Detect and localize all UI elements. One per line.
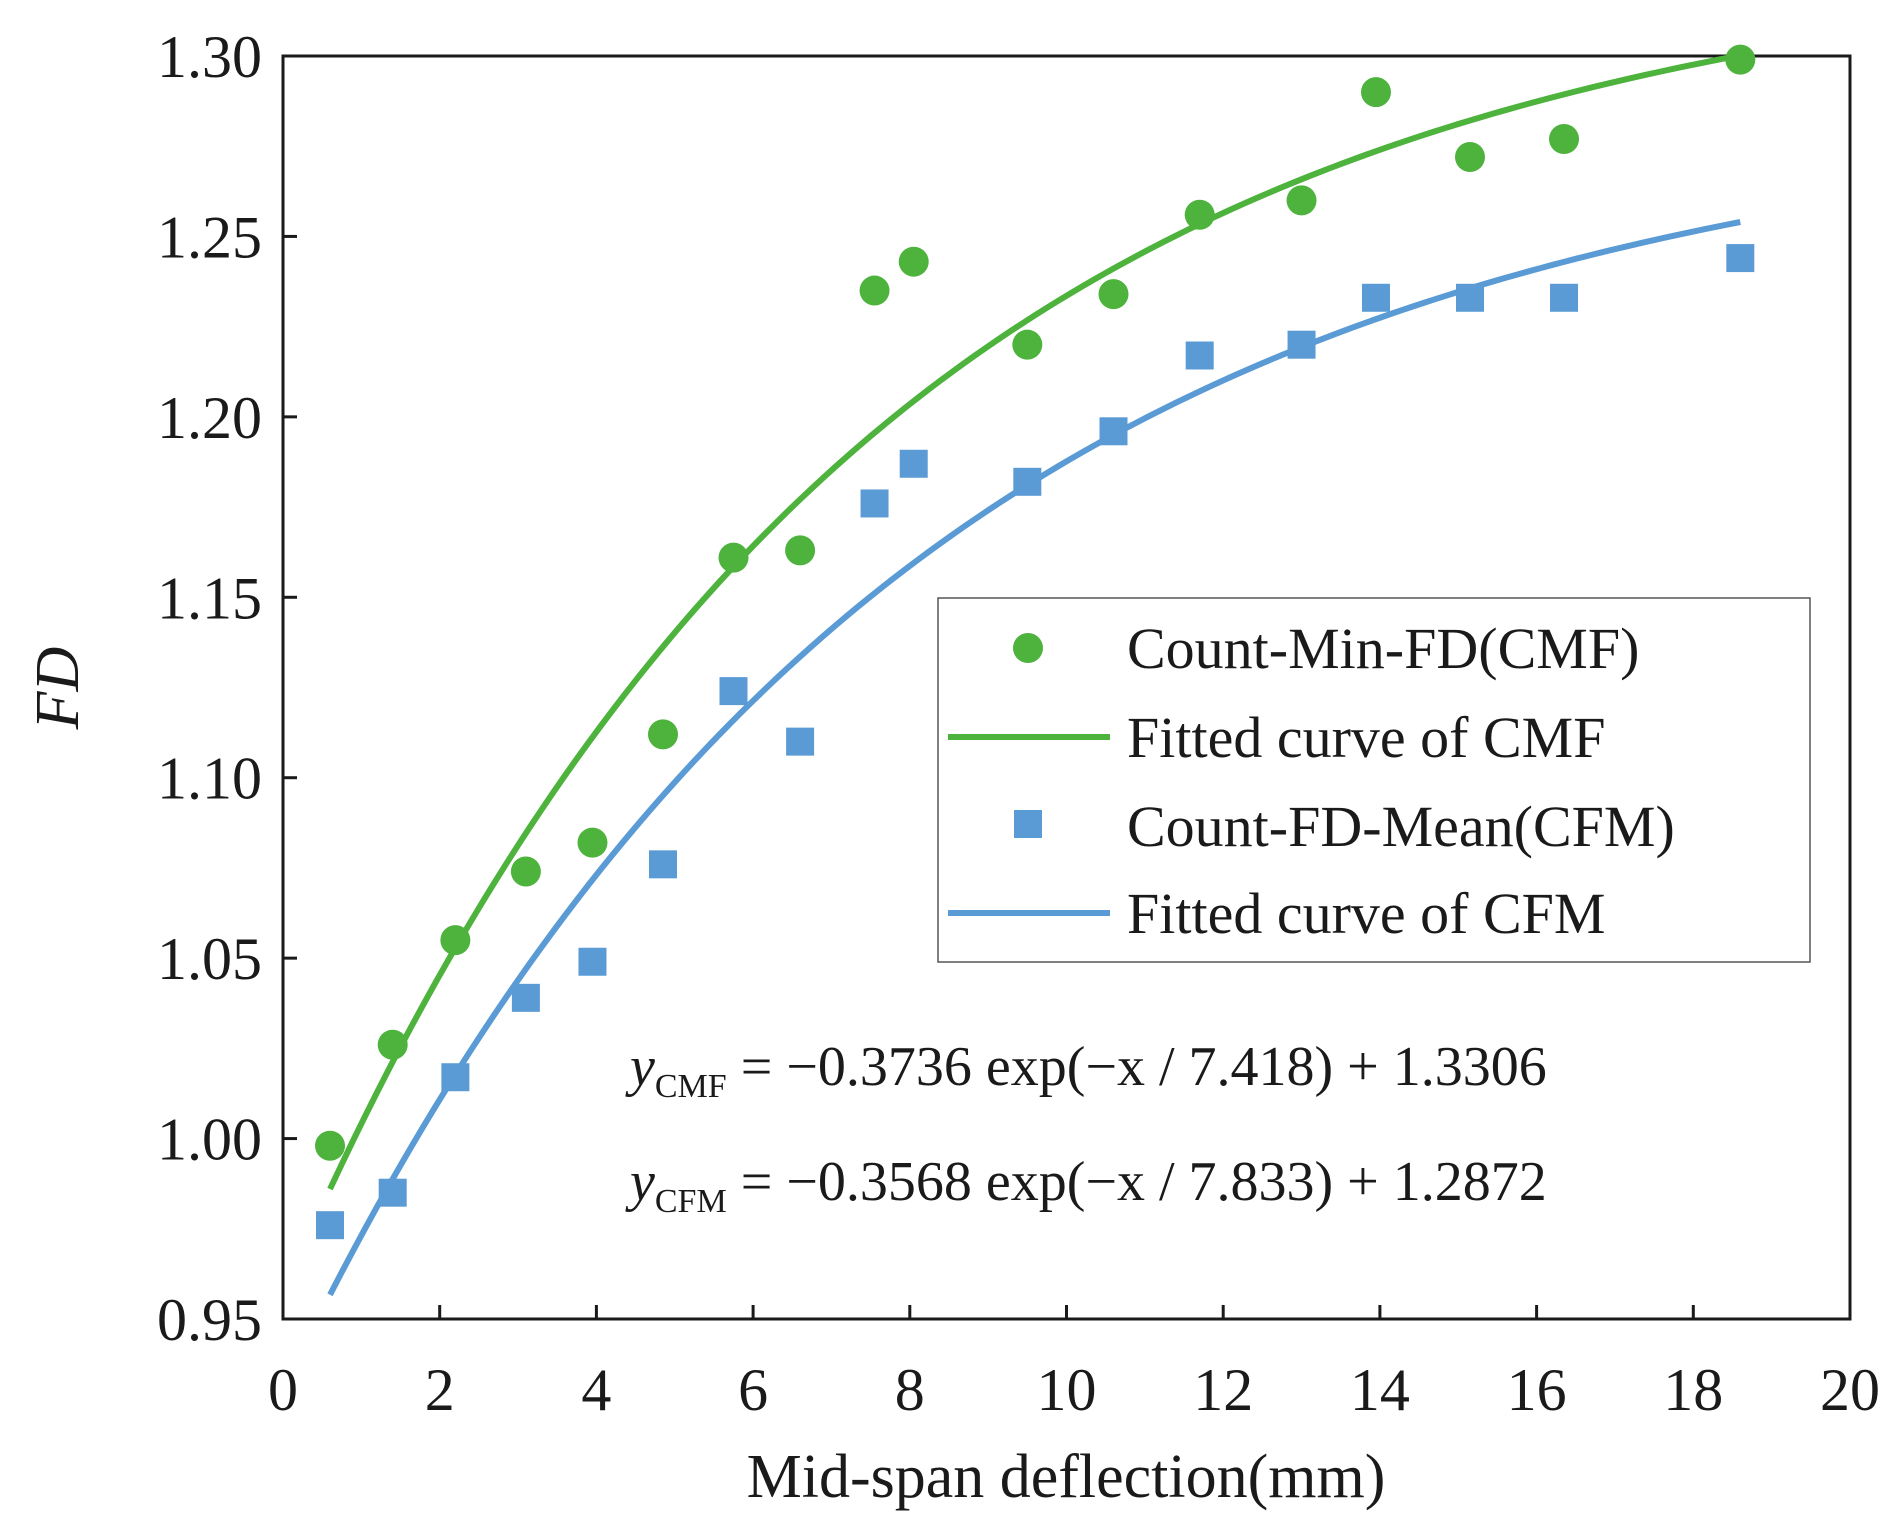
x-tick-label: 20	[1820, 1357, 1880, 1423]
legend-label-cmf-fit: Fitted curve of CMF	[1127, 705, 1605, 770]
point-cfm	[899, 449, 928, 478]
y-tick-label: 1.05	[157, 926, 262, 992]
x-tick-label: 0	[268, 1357, 298, 1423]
point-cmf	[1098, 279, 1129, 310]
legend-marker-cmf	[1013, 633, 1043, 663]
y-tick-label: 1.00	[157, 1107, 262, 1173]
legend-box	[937, 597, 1811, 963]
point-cfm	[1361, 283, 1390, 312]
point-cmf	[1725, 44, 1756, 75]
x-tick-label: 14	[1350, 1357, 1410, 1423]
point-cfm	[511, 983, 540, 1012]
legend: Count-Min-FD(CMF) Fitted curve of CMF Co…	[937, 597, 1811, 963]
point-cfm	[1287, 330, 1316, 359]
point-cmf	[440, 925, 471, 956]
equation-cfm: yCFM = −0.3568 exp(−x / 7.833) + 1.2872	[625, 1151, 1547, 1220]
equation-cmf: yCMF = −0.3736 exp(−x / 7.418) + 1.3306	[625, 1036, 1547, 1105]
point-cmf	[1455, 142, 1486, 173]
point-cmf	[647, 719, 678, 750]
legend-label-cfm: Count-FD-Mean(CFM)	[1127, 794, 1675, 859]
y-axis: 0.95 1.00 1.05 1.10 1.15 1.20 1.25 1.30	[157, 24, 297, 1353]
point-cmf	[785, 535, 816, 566]
legend-label-cmf: Count-Min-FD(CMF)	[1127, 616, 1639, 681]
point-cfm	[1726, 244, 1755, 273]
point-cfm	[378, 1178, 407, 1207]
x-tick-label: 6	[738, 1357, 768, 1423]
data-points	[315, 44, 1756, 1240]
legend-marker-cfm	[1014, 810, 1042, 838]
x-tick-label: 18	[1663, 1357, 1723, 1423]
x-axis-title: Mid-span deflection(mm)	[747, 1443, 1386, 1511]
point-cfm	[1185, 341, 1214, 370]
point-cmf	[718, 542, 749, 573]
x-tick-label: 4	[581, 1357, 611, 1423]
x-tick-label: 8	[895, 1357, 925, 1423]
point-cmf	[577, 827, 608, 858]
legend-label-cfm-fit: Fitted curve of CFM	[1127, 881, 1605, 946]
x-tick-label: 12	[1193, 1357, 1253, 1423]
point-cfm	[860, 489, 889, 518]
fitted-curve-cmf	[327, 52, 1741, 1191]
point-cfm	[316, 1211, 345, 1240]
point-cmf	[315, 1130, 346, 1161]
point-cmf	[1012, 329, 1043, 360]
y-axis-title: FD	[24, 647, 92, 731]
point-cfm	[1099, 417, 1128, 446]
point-cfm	[1550, 283, 1579, 312]
y-tick-label: 1.30	[157, 24, 262, 90]
x-tick-label: 16	[1507, 1357, 1567, 1423]
y-tick-label: 0.95	[157, 1287, 262, 1353]
y-tick-label: 1.20	[157, 385, 262, 451]
point-cfm	[578, 947, 607, 976]
point-cmf	[377, 1029, 408, 1060]
point-cfm	[719, 677, 748, 706]
x-axis: 0 2 4 6 8 10 12 14 16 18 20	[268, 1305, 1880, 1423]
point-cmf	[510, 856, 541, 887]
point-cfm	[648, 850, 677, 879]
x-tick-label: 10	[1037, 1357, 1097, 1423]
point-cmf	[898, 246, 929, 277]
point-cmf	[1360, 77, 1391, 108]
point-cmf	[1549, 123, 1580, 154]
point-cmf	[1286, 185, 1317, 216]
point-cfm	[1013, 467, 1042, 496]
y-tick-label: 1.15	[157, 565, 262, 631]
y-tick-label: 1.10	[157, 746, 262, 812]
x-tick-label: 2	[425, 1357, 455, 1423]
point-cmf	[859, 275, 890, 306]
point-cfm	[441, 1063, 470, 1092]
point-cfm	[786, 727, 815, 756]
point-cfm	[1456, 283, 1485, 312]
y-tick-label: 1.25	[157, 204, 262, 270]
point-cmf	[1184, 199, 1215, 230]
